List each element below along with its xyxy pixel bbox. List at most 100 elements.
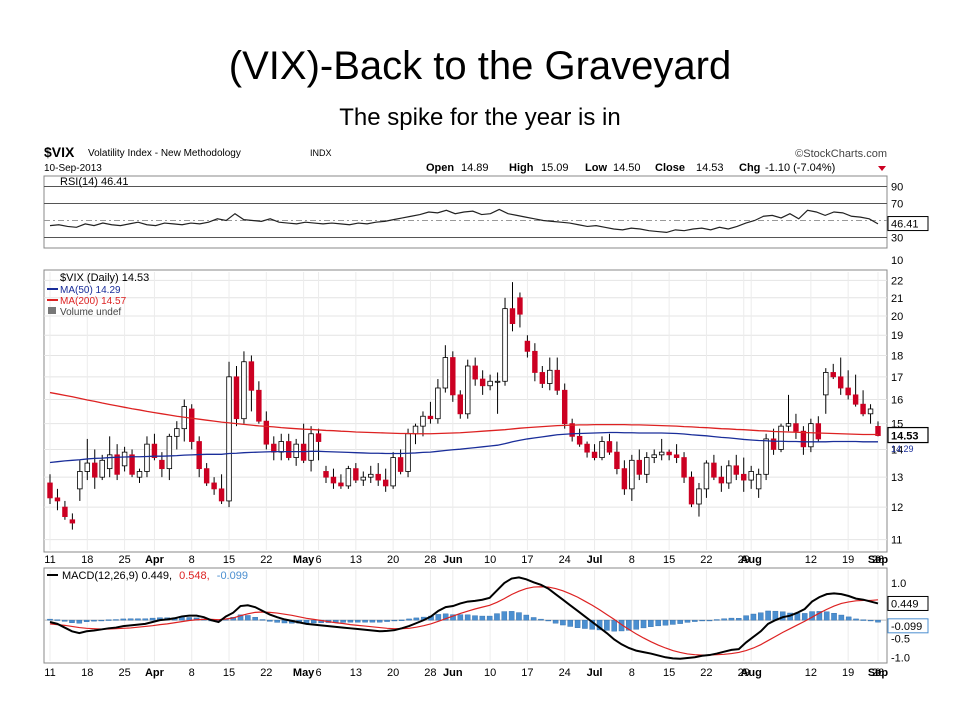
macd-histogram-bar bbox=[494, 613, 500, 621]
price-x-tick-label: 15 bbox=[663, 554, 675, 566]
macd-histogram-bar bbox=[91, 619, 97, 622]
candle-body bbox=[390, 457, 396, 487]
price-tick-label: 16 bbox=[891, 395, 903, 407]
candle-body bbox=[815, 423, 822, 440]
rsi-current-label: 46.41 bbox=[891, 219, 919, 231]
candle-body bbox=[502, 308, 508, 382]
macd-histogram-bar bbox=[252, 617, 258, 621]
macd-legend: MACD(12,26,9) 0.449, 0.548, -0.099 bbox=[62, 570, 248, 582]
macd-x-tick-label: 8 bbox=[189, 667, 195, 679]
price-tick-label: 20 bbox=[891, 311, 903, 323]
macd-histogram-bar bbox=[61, 619, 68, 622]
macd-histogram-bar bbox=[692, 619, 698, 622]
candle-body bbox=[69, 519, 76, 524]
macd-histogram-bar bbox=[135, 618, 141, 621]
candle-body bbox=[733, 465, 739, 475]
macd-tick-label: 1.0 bbox=[891, 578, 906, 590]
macd-histogram-bar bbox=[120, 618, 127, 621]
candle-body bbox=[793, 423, 799, 432]
rsi-current-box bbox=[887, 216, 929, 232]
price-current-box bbox=[887, 426, 929, 444]
ma50-current-label: 14.29 bbox=[891, 444, 914, 454]
macd-x-tick-label: 8 bbox=[629, 667, 635, 679]
candle-body bbox=[84, 462, 91, 472]
candle-body bbox=[106, 454, 113, 470]
macd-histogram-bar bbox=[369, 619, 376, 623]
candle-body bbox=[248, 361, 255, 391]
candle-body bbox=[763, 438, 769, 475]
candle-body bbox=[748, 471, 754, 481]
candle-body bbox=[703, 462, 710, 490]
macd-histogram-bar bbox=[545, 619, 552, 622]
macd-histogram-bar bbox=[721, 618, 727, 621]
price-x-tick-label: 12 bbox=[805, 554, 817, 566]
price-x-tick-label: 22 bbox=[260, 554, 272, 566]
candle-body bbox=[696, 488, 702, 505]
candle-body bbox=[509, 308, 516, 325]
macd-histogram-bar bbox=[398, 619, 405, 621]
macd-histogram-bar bbox=[699, 619, 705, 622]
candle-body bbox=[203, 468, 210, 484]
candle-body bbox=[479, 378, 486, 387]
candle-body bbox=[808, 423, 814, 448]
candle-body bbox=[658, 451, 665, 456]
macd-histogram-bar bbox=[670, 619, 676, 625]
macd-x-tick-label: 17 bbox=[521, 667, 533, 679]
price-tick-label: 17 bbox=[891, 372, 903, 384]
quote-row: Open 14.89 High 15.09 Low 14.50 Close 14… bbox=[426, 162, 835, 174]
candle-body bbox=[837, 376, 844, 389]
candle-body bbox=[226, 376, 232, 502]
candle-body bbox=[875, 426, 881, 436]
price-x-tick-label: May bbox=[293, 554, 315, 566]
price-x-tick-label: 26 bbox=[872, 554, 884, 566]
candle-body bbox=[442, 357, 449, 389]
macd-line bbox=[49, 576, 879, 660]
macd-x-tick-label: 10 bbox=[484, 667, 496, 679]
macd-histogram-bar bbox=[435, 614, 442, 621]
price-x-tick-label: 20 bbox=[387, 554, 399, 566]
slide-title: (VIX)-Back to the Graveyard bbox=[228, 44, 732, 88]
price-tick-label: 21 bbox=[891, 293, 903, 305]
candle-body bbox=[599, 441, 605, 458]
candle-body bbox=[308, 433, 314, 461]
macd-histogram-bar bbox=[105, 619, 112, 621]
macd-x-tick-label: May bbox=[293, 667, 315, 679]
macd-histogram-bar bbox=[574, 619, 581, 628]
candle-body bbox=[830, 372, 836, 378]
candle-body bbox=[644, 457, 650, 475]
macd-histogram-bar bbox=[501, 611, 508, 621]
macd-histogram-bar bbox=[149, 617, 156, 621]
price-tick-label: 12 bbox=[891, 502, 903, 514]
macd-histogram-bar bbox=[516, 612, 522, 621]
rsi-tick-label: 90 bbox=[891, 182, 903, 194]
chart-date: 10-Sep-2013 bbox=[44, 163, 102, 174]
macd-x-tick-label: 19 bbox=[842, 667, 854, 679]
chg-value: -1.10 (-7.04%) bbox=[765, 162, 835, 174]
ma50-line bbox=[49, 431, 878, 464]
macd-x-tick-label: Jun bbox=[443, 667, 463, 679]
price-x-tick-label: 17 bbox=[521, 554, 533, 566]
slide-subtitle: The spike for the year is in bbox=[339, 104, 621, 131]
candle-body bbox=[823, 372, 829, 396]
price-x-tick-label: 28 bbox=[424, 554, 436, 566]
candle-body bbox=[450, 357, 456, 396]
macd-histogram-bar bbox=[560, 619, 566, 626]
price-x-tick-label: 13 bbox=[350, 554, 362, 566]
macd-histogram-bar bbox=[69, 619, 75, 623]
rsi-legend: RSI(14) 46.41 bbox=[60, 176, 128, 188]
macd-x-tick-label: 13 bbox=[350, 667, 362, 679]
macd-histogram-bar bbox=[677, 619, 683, 624]
macd-histogram-bar bbox=[472, 615, 478, 621]
candle-body bbox=[636, 459, 643, 475]
candle-body bbox=[129, 454, 135, 475]
price-legend: $VIX (Daily) 14.53 bbox=[60, 272, 149, 284]
candle-body bbox=[606, 441, 613, 453]
macd-x-tick-label: 18 bbox=[81, 667, 93, 679]
macd-histogram-bar bbox=[706, 619, 713, 622]
macd-histogram-bar bbox=[98, 619, 105, 622]
candle-body bbox=[741, 473, 747, 481]
macd-x-tick-label: 28 bbox=[424, 667, 436, 679]
macd-x-tick-label: 11 bbox=[44, 667, 55, 679]
candle-body bbox=[382, 479, 389, 487]
macd-histogram-bar bbox=[479, 615, 486, 621]
